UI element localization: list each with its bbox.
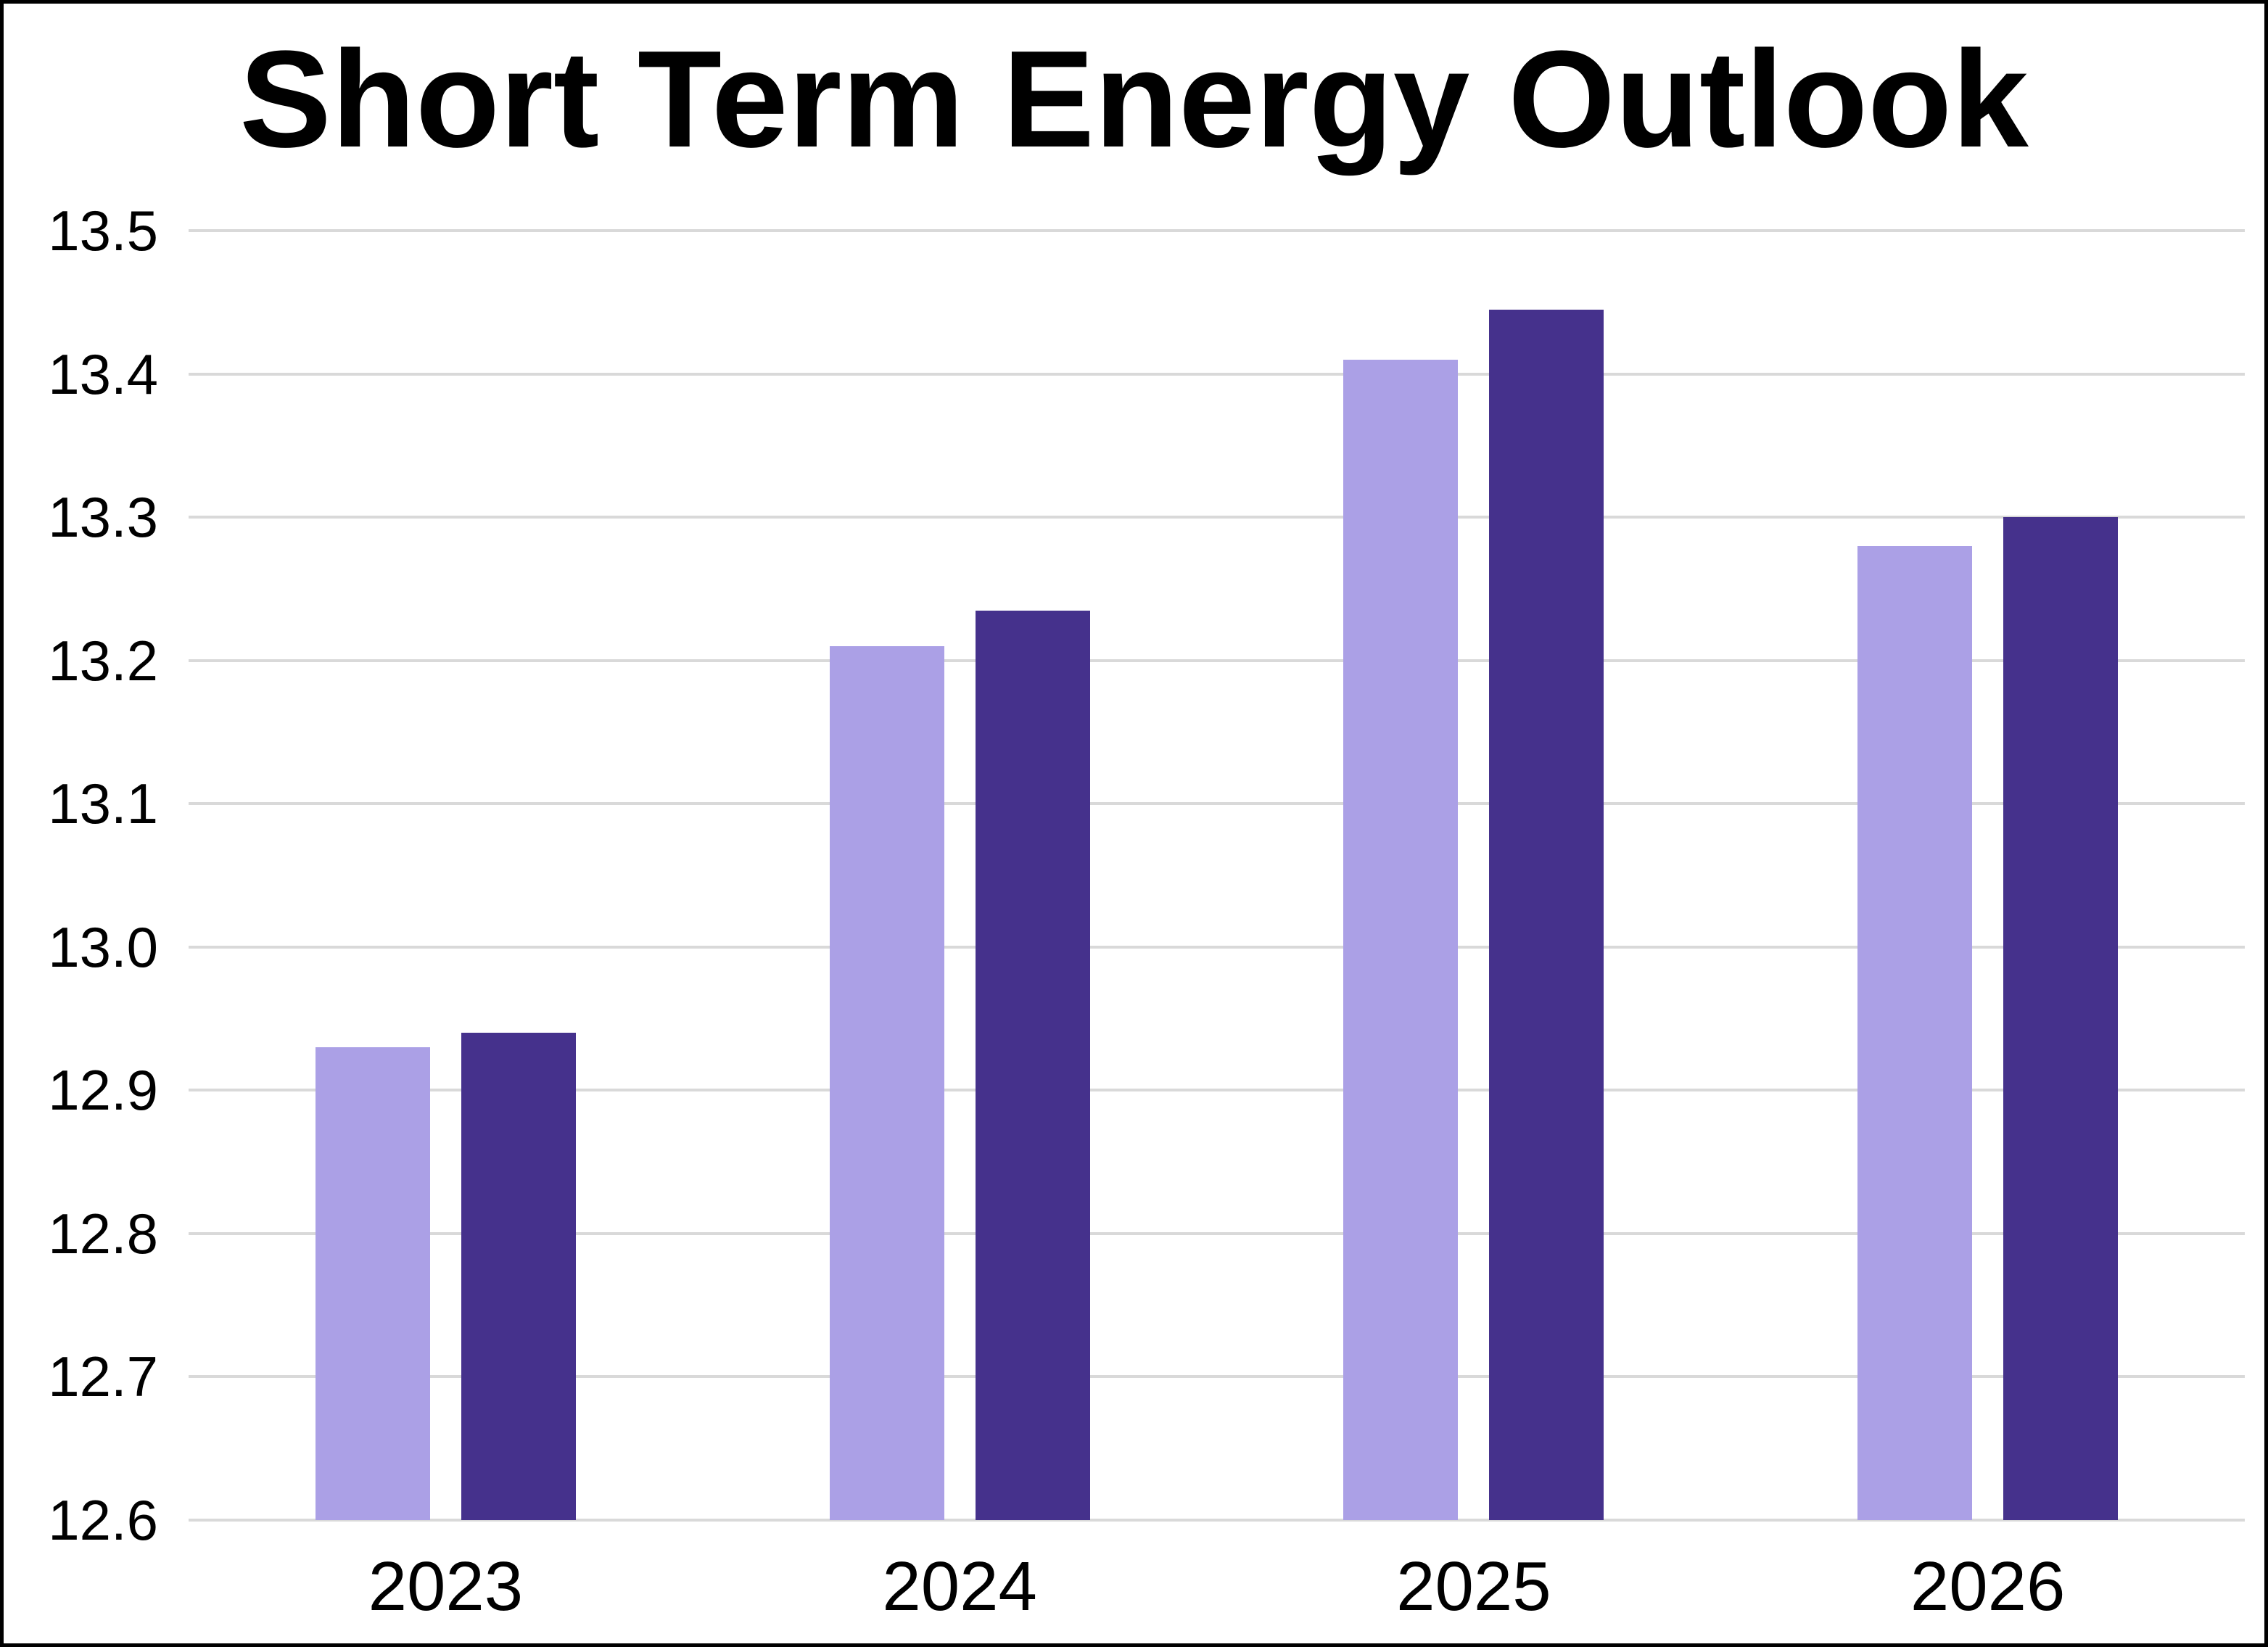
- bar-2023-light-purple-series: [315, 1047, 430, 1520]
- y-axis-tick-label-12.9: 12.9: [48, 1058, 158, 1123]
- y-axis-tick-label-12.6: 12.6: [48, 1488, 158, 1552]
- bar-2025-dark-purple-series: [1489, 309, 1604, 1520]
- bar-2026-dark-purple-series: [2003, 517, 2119, 1520]
- bar-2025-light-purple-series: [1343, 359, 1459, 1520]
- y-axis-tick-label-12.7: 12.7: [48, 1345, 158, 1409]
- gridline-13.5: [189, 229, 2245, 232]
- y-axis-tick-label-13.2: 13.2: [48, 628, 158, 693]
- y-axis-tick-label-13.0: 13.0: [48, 915, 158, 979]
- chart-title: Short Term Energy Outlook: [239, 22, 2029, 176]
- bar-2024-dark-purple-series: [975, 610, 1090, 1520]
- gridline-13.4: [189, 372, 2245, 376]
- y-axis-tick-label-13.5: 13.5: [48, 199, 158, 263]
- y-axis-tick-label-13.1: 13.1: [48, 772, 158, 836]
- y-axis-tick-label-12.8: 12.8: [48, 1201, 158, 1266]
- bar-2024-light-purple-series: [829, 645, 944, 1520]
- y-axis-tick-label-13.3: 13.3: [48, 485, 158, 550]
- gridline-12.6: [189, 1519, 2245, 1522]
- x-axis-tick-label-2026: 2026: [1910, 1548, 2066, 1625]
- gridline-12.8: [189, 1231, 2245, 1235]
- gridline-12.7: [189, 1375, 2245, 1379]
- bar-2023-dark-purple-series: [461, 1033, 576, 1520]
- x-axis-tick-label-2023: 2023: [368, 1548, 524, 1625]
- x-axis-tick-label-2025: 2025: [1396, 1548, 1551, 1625]
- bar-2026-light-purple-series: [1857, 545, 1973, 1520]
- gridline-13.3: [189, 516, 2245, 519]
- gridline-12.9: [189, 1089, 2245, 1092]
- gridline-13.2: [189, 659, 2245, 662]
- y-axis-tick-label-13.4: 13.4: [48, 342, 158, 406]
- gridline-13.1: [189, 802, 2245, 806]
- gridline-13.0: [189, 945, 2245, 949]
- x-axis-tick-label-2024: 2024: [882, 1548, 1037, 1625]
